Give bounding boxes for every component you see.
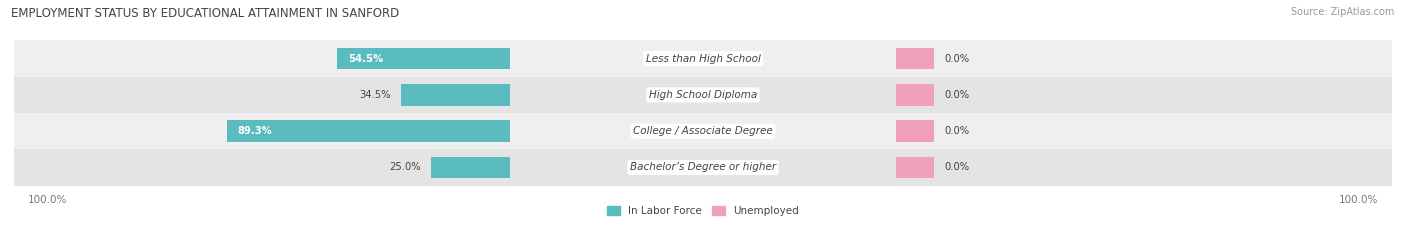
Text: Source: ZipAtlas.com: Source: ZipAtlas.com: [1291, 7, 1395, 17]
Legend: In Labor Force, Unemployed: In Labor Force, Unemployed: [603, 202, 803, 220]
Bar: [896, 157, 934, 178]
Text: 100.0%: 100.0%: [28, 195, 67, 205]
Bar: [430, 157, 510, 178]
Bar: [14, 149, 1392, 186]
Text: 54.5%: 54.5%: [347, 54, 382, 64]
Text: High School Diploma: High School Diploma: [650, 90, 756, 100]
Text: 0.0%: 0.0%: [945, 90, 969, 100]
Text: Bachelor’s Degree or higher: Bachelor’s Degree or higher: [630, 162, 776, 172]
Bar: [14, 40, 1392, 77]
Bar: [337, 48, 510, 69]
Bar: [14, 77, 1392, 113]
Text: 0.0%: 0.0%: [945, 162, 969, 172]
Text: College / Associate Degree: College / Associate Degree: [633, 126, 773, 136]
Text: 0.0%: 0.0%: [945, 126, 969, 136]
Bar: [401, 84, 510, 106]
Text: EMPLOYMENT STATUS BY EDUCATIONAL ATTAINMENT IN SANFORD: EMPLOYMENT STATUS BY EDUCATIONAL ATTAINM…: [11, 7, 399, 20]
Text: 89.3%: 89.3%: [238, 126, 273, 136]
Bar: [896, 48, 934, 69]
Text: 100.0%: 100.0%: [1339, 195, 1378, 205]
Text: 34.5%: 34.5%: [359, 90, 391, 100]
Text: 0.0%: 0.0%: [945, 54, 969, 64]
Bar: [896, 84, 934, 106]
Bar: [896, 120, 934, 142]
Text: 25.0%: 25.0%: [389, 162, 420, 172]
Text: Less than High School: Less than High School: [645, 54, 761, 64]
Bar: [14, 113, 1392, 149]
Bar: [228, 120, 510, 142]
